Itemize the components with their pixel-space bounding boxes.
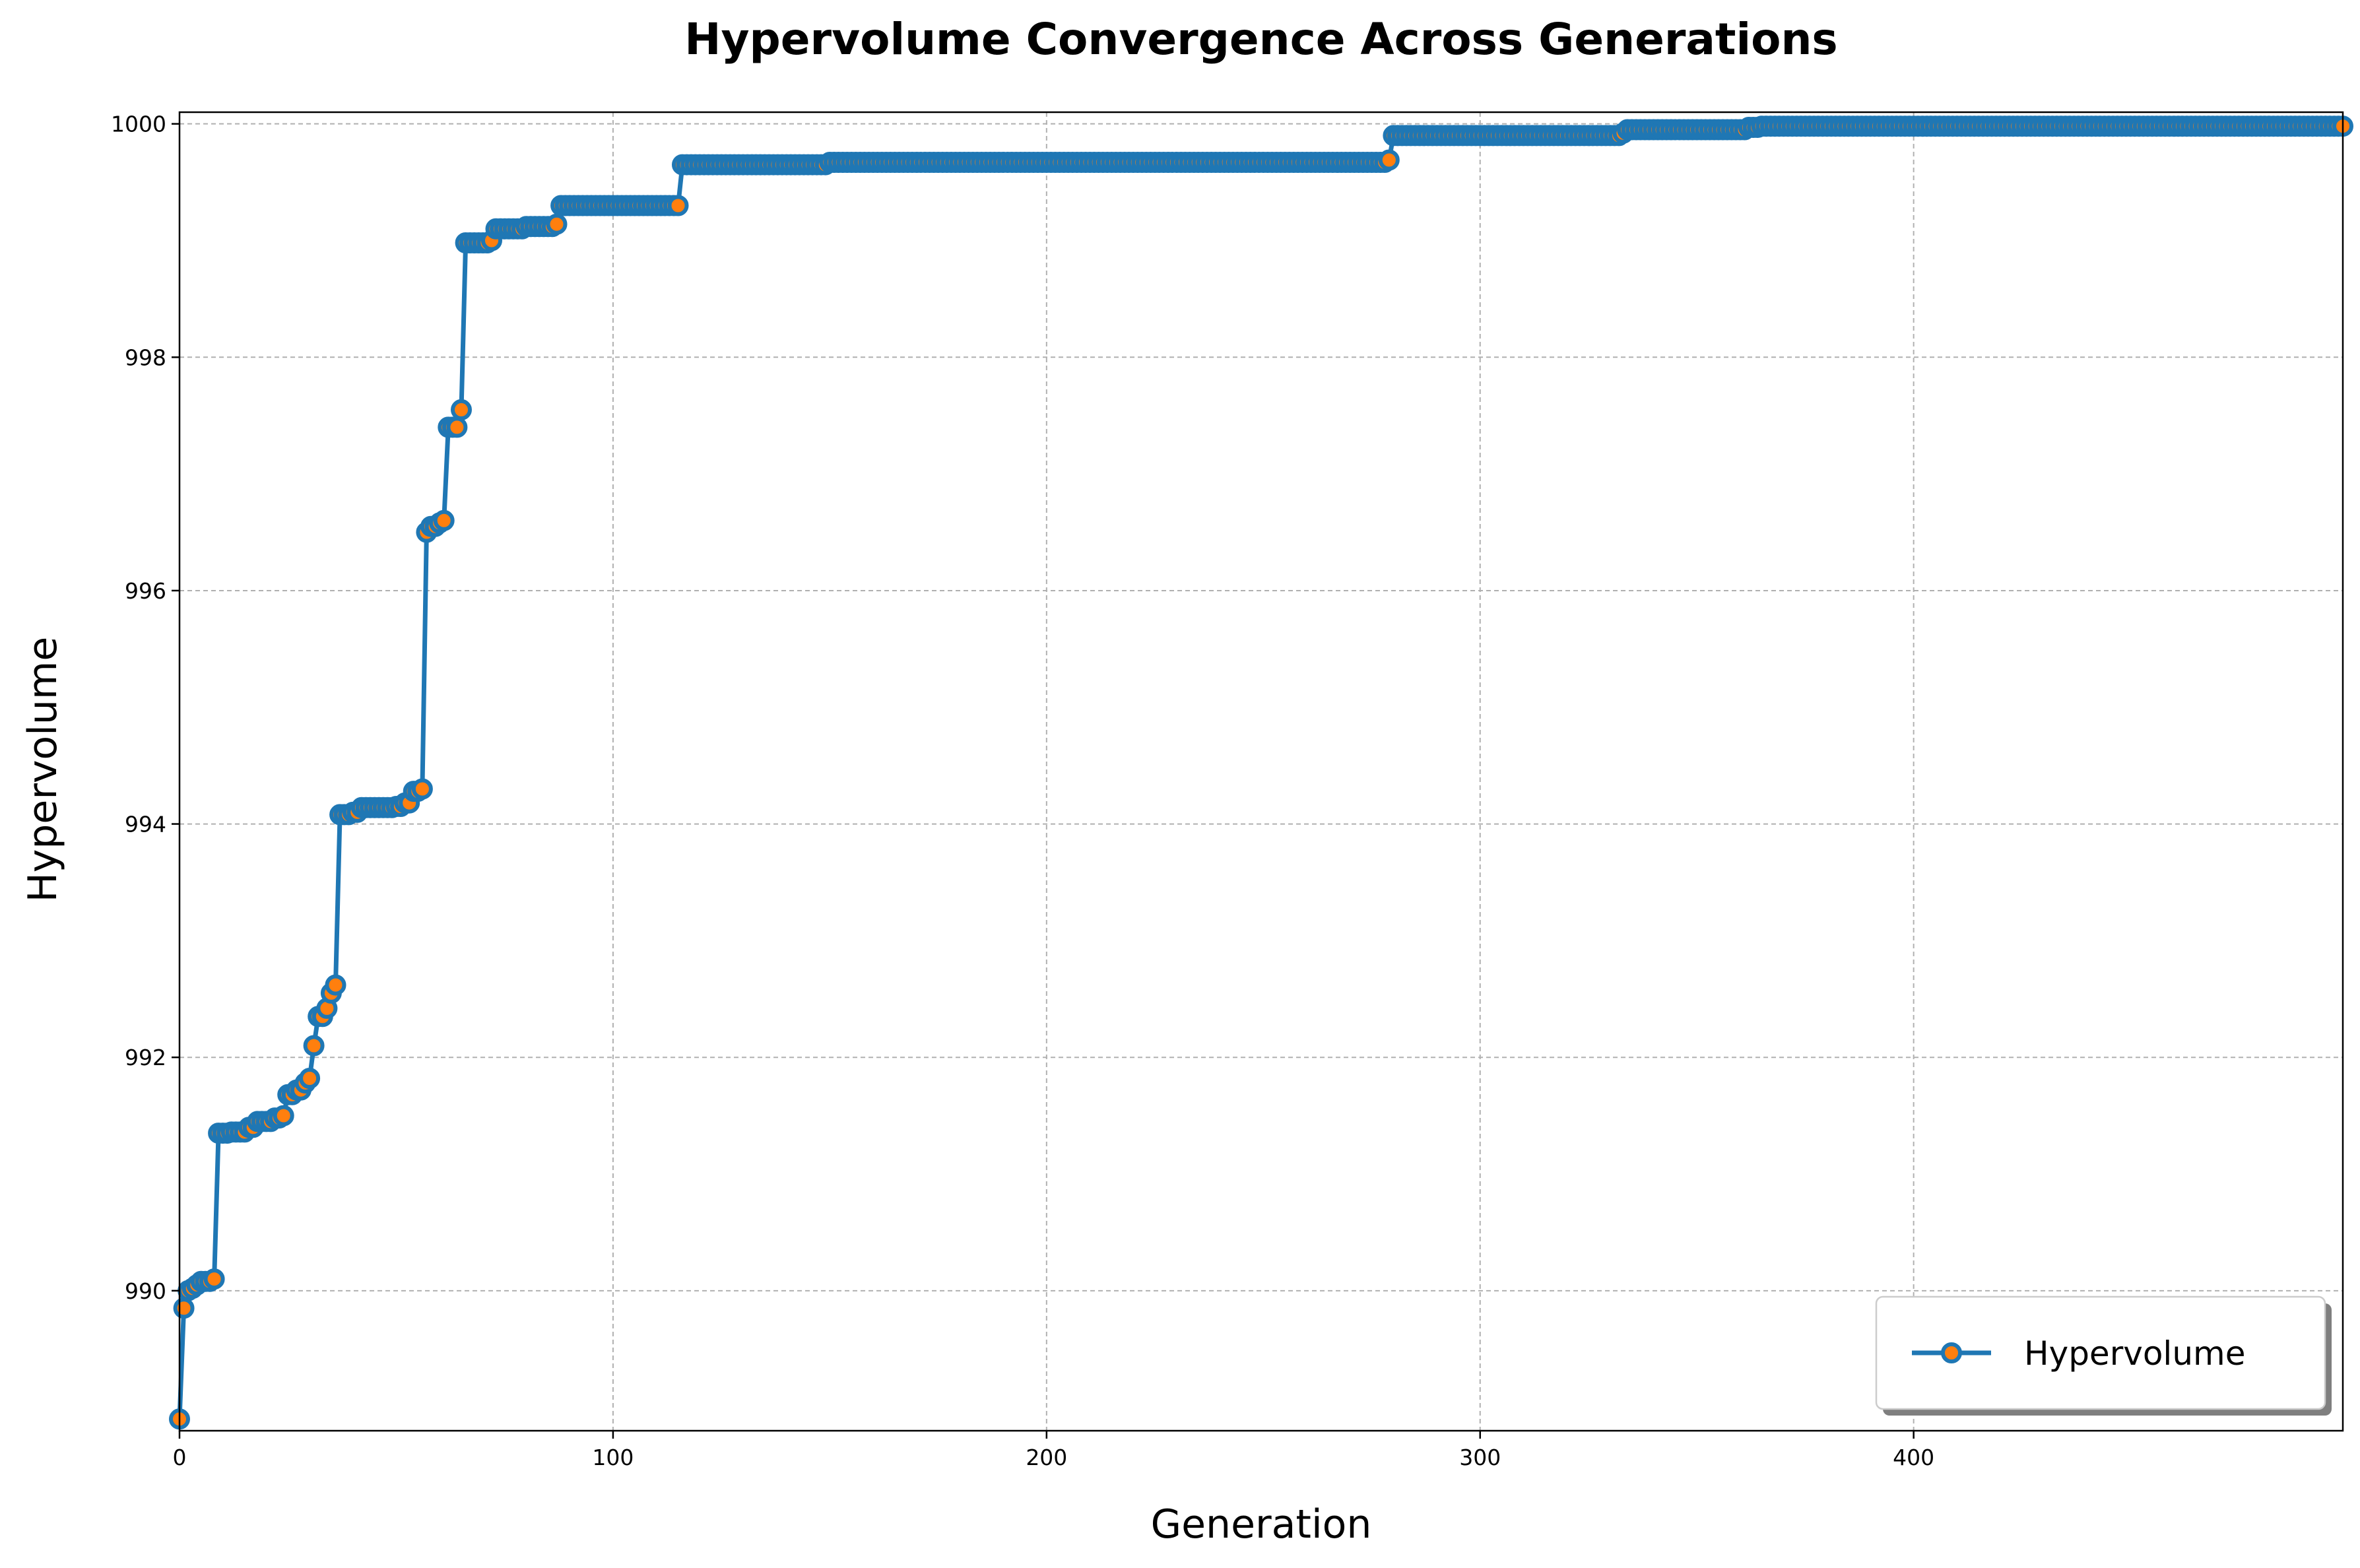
x-tick-label: 400 [1893,1445,1934,1470]
y-tick-label: 998 [125,344,166,370]
legend: Hypervolume [1875,1295,2332,1416]
chart-title: Hypervolume Convergence Across Generatio… [684,14,1837,65]
series-layer [169,115,2353,1430]
y-tick-label: 1000 [111,112,166,137]
series-markers [169,115,2353,1430]
y-tick-label: 990 [125,1278,166,1304]
y-tick-label: 992 [125,1045,166,1070]
x-tick-label: 300 [1459,1445,1501,1470]
data-point [667,195,689,216]
legend-entry-hypervolume: Hypervolume [2024,1334,2245,1373]
y-axis-ticks: 990 992 994 996 998 1000 [111,112,180,1304]
y-tick-label: 994 [125,812,166,837]
data-point [173,1297,195,1319]
data-point [446,416,468,438]
series-line-hypervolume [177,123,2343,1420]
x-tick-label: 0 [173,1445,187,1470]
x-tick-label: 200 [1026,1445,1067,1470]
legend-marker-swatch [1941,1342,1962,1363]
data-point [1378,149,1400,171]
legend-box [1875,1295,2326,1410]
data-point [451,399,472,420]
data-point [433,509,455,531]
data-point [303,1035,325,1057]
grid-lines [180,112,2343,1431]
data-point [546,213,568,235]
data-point [325,974,346,996]
data-point [203,1268,225,1290]
x-axis-label: Generation [1151,1501,1372,1548]
data-point [411,778,433,800]
y-axis-label: Hypervolume [20,637,66,903]
y-tick-label: 996 [125,578,166,604]
x-axis-ticks: 0 100 200 300 400 [173,1431,1934,1470]
plot-frame [178,111,2344,1432]
x-tick-label: 100 [592,1445,634,1470]
data-point [273,1105,294,1127]
data-point [299,1068,321,1089]
